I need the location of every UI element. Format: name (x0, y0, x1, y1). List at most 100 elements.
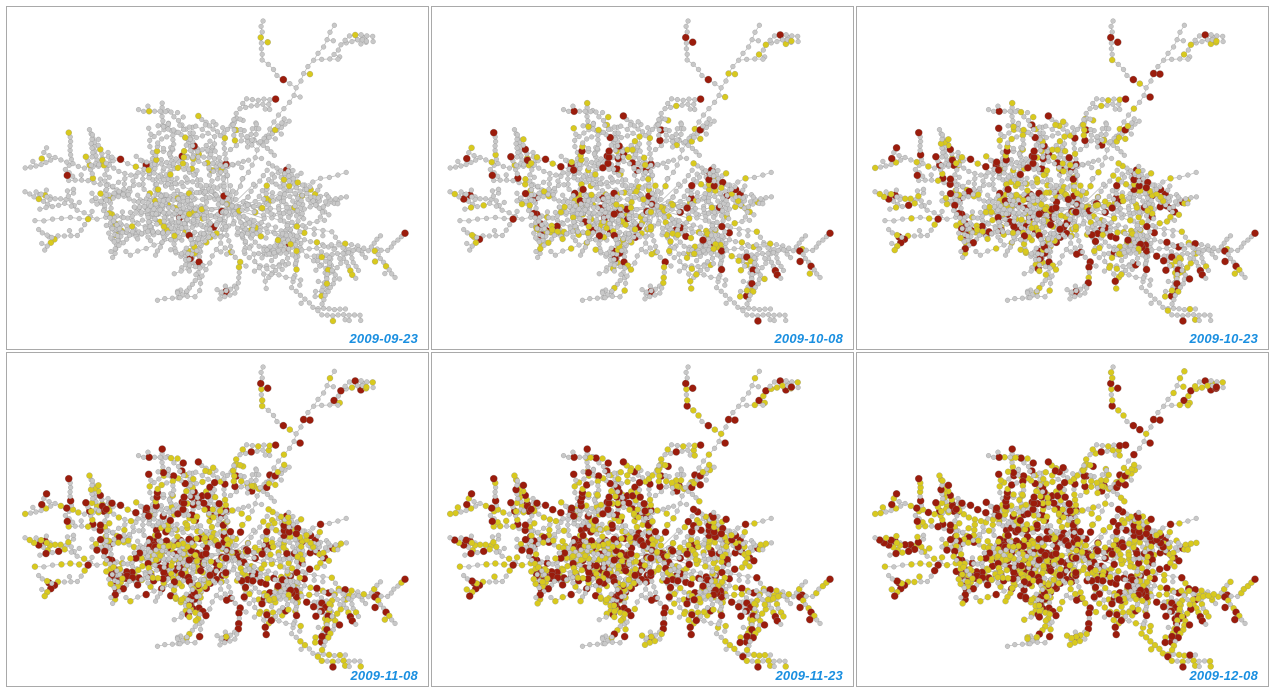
network-node (85, 178, 91, 184)
network-node (256, 250, 262, 257)
network-node (159, 136, 165, 142)
network-node (175, 229, 181, 235)
network-node (166, 210, 172, 216)
network-node (298, 300, 304, 306)
network-node (248, 131, 254, 137)
network-node (129, 217, 135, 223)
network-node (56, 202, 62, 208)
network-node (325, 194, 331, 200)
network-node (271, 174, 278, 180)
network-node (205, 130, 211, 136)
network-node (268, 271, 274, 278)
network-node (49, 234, 55, 240)
network-node (201, 231, 207, 237)
network-node (76, 215, 82, 222)
network-node (36, 226, 42, 233)
network-node (294, 208, 301, 214)
network-node (243, 104, 249, 110)
network-node (206, 164, 212, 171)
network-node (197, 265, 203, 271)
network-node (68, 198, 74, 204)
network-node (38, 161, 44, 168)
network-node (287, 241, 294, 248)
network-node (127, 209, 133, 215)
network-node (312, 293, 318, 300)
network-node (270, 66, 277, 73)
network-node (110, 183, 116, 189)
network-node (382, 263, 390, 270)
network-node (116, 242, 122, 249)
network-node (319, 56, 325, 62)
network-node (248, 188, 254, 194)
network-node (67, 143, 73, 149)
network-node (229, 161, 235, 168)
network-node (178, 251, 185, 257)
network-node (223, 209, 229, 215)
network-node (195, 154, 201, 160)
network-node (274, 165, 280, 171)
network-node (156, 174, 162, 180)
network-node (358, 32, 364, 38)
network-node (106, 174, 112, 180)
network-node (259, 188, 265, 194)
network-node (62, 166, 68, 173)
network-node (186, 210, 193, 218)
network-node (237, 214, 243, 220)
network-node (148, 131, 154, 137)
network-node (81, 165, 88, 171)
network-node (218, 289, 225, 295)
network-node (212, 148, 218, 154)
network-node (223, 288, 229, 294)
network-node (181, 126, 187, 133)
network-node (378, 247, 384, 253)
network-node (298, 170, 304, 176)
network-node (116, 226, 123, 232)
network-node (222, 294, 228, 300)
network-node (208, 213, 214, 219)
network-node (322, 199, 329, 205)
network-node (256, 193, 262, 199)
network-node (110, 254, 116, 260)
network-node (79, 177, 85, 183)
network-node (246, 157, 252, 163)
network-node (345, 250, 351, 256)
network-node (166, 204, 172, 211)
network-node (290, 275, 296, 281)
network-node (108, 249, 114, 255)
network-node (221, 146, 227, 152)
network-node (353, 263, 359, 269)
network-node (268, 211, 274, 217)
network-node (103, 182, 110, 188)
network-node (278, 242, 284, 248)
network-node (164, 134, 170, 140)
network-node (198, 177, 204, 183)
network-node (102, 178, 108, 184)
network-node (293, 85, 299, 91)
network-node (218, 240, 224, 246)
network-graph (22, 18, 409, 325)
network-node (124, 227, 130, 233)
network-node (315, 195, 321, 201)
network-node (386, 267, 392, 273)
network-node (189, 224, 195, 230)
network-node (286, 214, 292, 220)
network-node (152, 252, 159, 258)
network-node (371, 247, 378, 255)
network-node (88, 162, 94, 168)
network-node (684, 155, 690, 162)
network-node (293, 288, 299, 294)
network-node (326, 255, 332, 261)
network-node (28, 164, 34, 170)
network-node (261, 215, 267, 221)
network-node (336, 276, 343, 282)
network-node (166, 151, 172, 157)
network-node (96, 162, 102, 168)
network-node (222, 245, 228, 251)
network-node (89, 171, 95, 177)
network-node (371, 240, 377, 246)
network-node (126, 185, 133, 192)
network-node (171, 241, 177, 247)
network-node (199, 273, 205, 279)
network-node (282, 191, 288, 197)
network-node (192, 264, 198, 270)
